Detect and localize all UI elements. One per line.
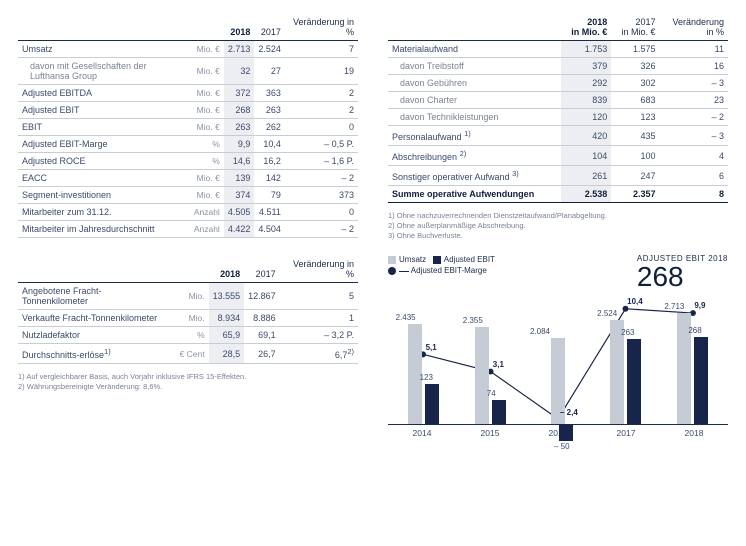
table-expenses: 2018 in Mio. €2017 in Mio. €Veränderung … [388,14,728,203]
row-label: davon Gebühren [388,75,561,92]
chart-area: 2.4351235,12.355743,12.084– 50– 2,42.524… [388,295,728,425]
row-label: Adjusted EBIT [18,102,182,119]
row-label: Abschreibungen 2) [388,146,561,166]
table-kpi: 20182017Veränderung in % Umsatz Mio. € 2… [18,14,358,238]
row-label: Segment-investitionen [18,187,182,204]
row-label: Nutzladefaktor [18,327,167,344]
footnotes-traffic: 1) Auf vergleichbarer Basis, auch Vorjah… [18,372,358,392]
left-column: 20182017Veränderung in % Umsatz Mio. € 2… [18,14,358,532]
row-label: davon Treibstoff [388,58,561,75]
chart-adjusted-ebit: Umsatz Adjusted EBIT Adjusted EBIT-Marge… [388,254,728,438]
row-label: Adjusted EBITDA [18,85,182,102]
row-label: Personalaufwand 1) [388,126,561,146]
chart-legend: Umsatz Adjusted EBIT Adjusted EBIT-Marge [388,254,495,276]
row-label: davon Charter [388,92,561,109]
row-label: Mitarbeiter im Jahresdurchschnitt [18,221,182,238]
row-label: Adjusted EBIT-Marge [18,136,182,153]
row-label: Adjusted ROCE [18,153,182,170]
right-column: 2018 in Mio. €2017 in Mio. €Veränderung … [388,14,728,532]
row-label: Umsatz [18,41,182,58]
row-label: davon mit Gesellschaften der Lufthansa G… [18,58,182,85]
row-label: Sonstiger operativer Aufwand 3) [388,166,561,186]
row-label: Angebotene Fracht-Tonnenkilometer [18,283,167,310]
footnotes-expenses: 1) Ohne nachzuverrechnenden Dienstzeitau… [388,211,728,240]
row-label: Materialaufwand [388,41,561,58]
row-label: Verkaufte Fracht-Tonnenkilometer [18,310,167,327]
chart-title-big: 268 [637,263,728,291]
row-label: EACC [18,170,182,187]
row-label: EBIT [18,119,182,136]
row-label: Durchschnitts-erlöse1) [18,344,167,364]
row-label: Mitarbeiter zum 31.12. [18,204,182,221]
table-traffic: 20182017Veränderung in % Angebotene Frac… [18,256,358,364]
row-label: davon Technikleistungen [388,109,561,126]
